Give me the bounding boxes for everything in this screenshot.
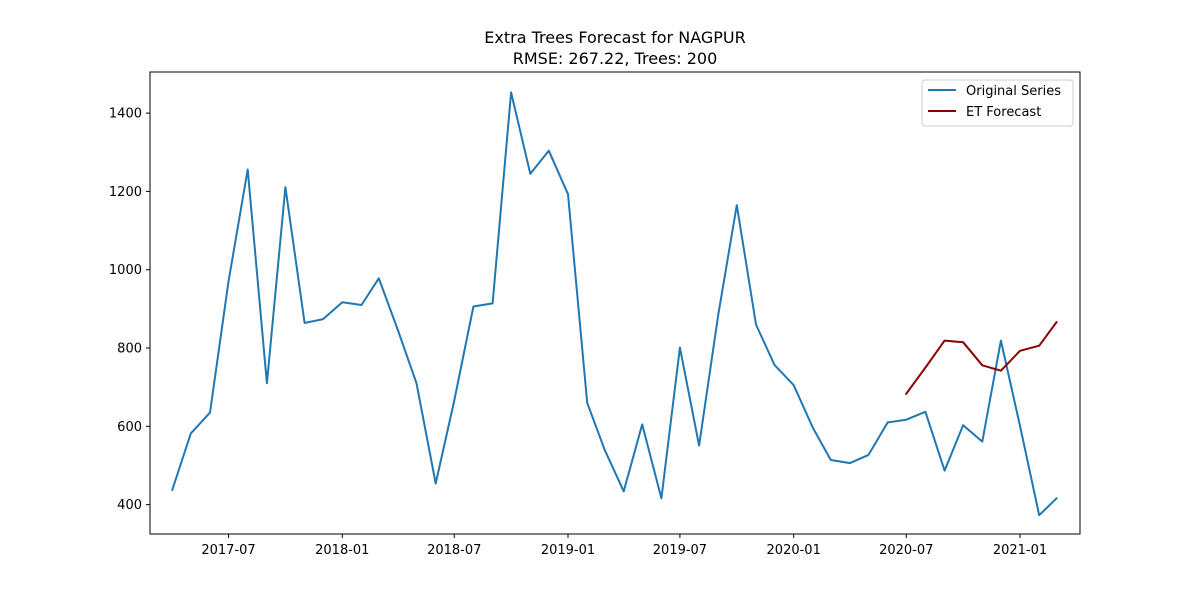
y-tick-label: 1000 [109,263,142,278]
legend-label-original: Original Series [966,84,1061,99]
x-tick-label: 2019-01 [541,543,595,558]
legend-box [921,79,1074,127]
y-tick-label: 600 [117,420,142,435]
y-tick-label: 400 [117,498,142,513]
legend-label-forecast: ET Forecast [966,105,1041,120]
chart-subtitle: RMSE: 267.22, Trees: 200 [513,49,718,68]
legend: Original Series ET Forecast [921,79,1074,127]
y-tick-label: 800 [117,342,142,357]
x-tick-label: 2017-07 [201,543,255,558]
y-axis: 400 600 800 1000 1200 1400 [109,107,150,513]
series-line-1 [904,320,1058,396]
series-line-0 [171,91,1058,517]
y-tick-label: 1400 [109,107,142,122]
x-tick-label: 2019-07 [653,543,707,558]
series-layer [171,91,1058,517]
chart-title: Extra Trees Forecast for NAGPUR [484,28,745,47]
plot-area: 400 600 800 1000 1200 1400 2017-07 2018-01 2018… [109,71,1081,558]
x-axis: 2017-07 2018-01 2018-07 2019-01 2019-07 2020-… [201,534,1047,558]
x-tick-label: 2021-01 [993,543,1047,558]
x-tick-label: 2018-07 [427,543,481,558]
x-tick-label: 2020-01 [767,543,821,558]
x-tick-label: 2020-07 [879,543,933,558]
y-tick-label: 1200 [109,185,142,200]
x-tick-label: 2018-01 [315,543,369,558]
plot-frame [149,71,1081,535]
